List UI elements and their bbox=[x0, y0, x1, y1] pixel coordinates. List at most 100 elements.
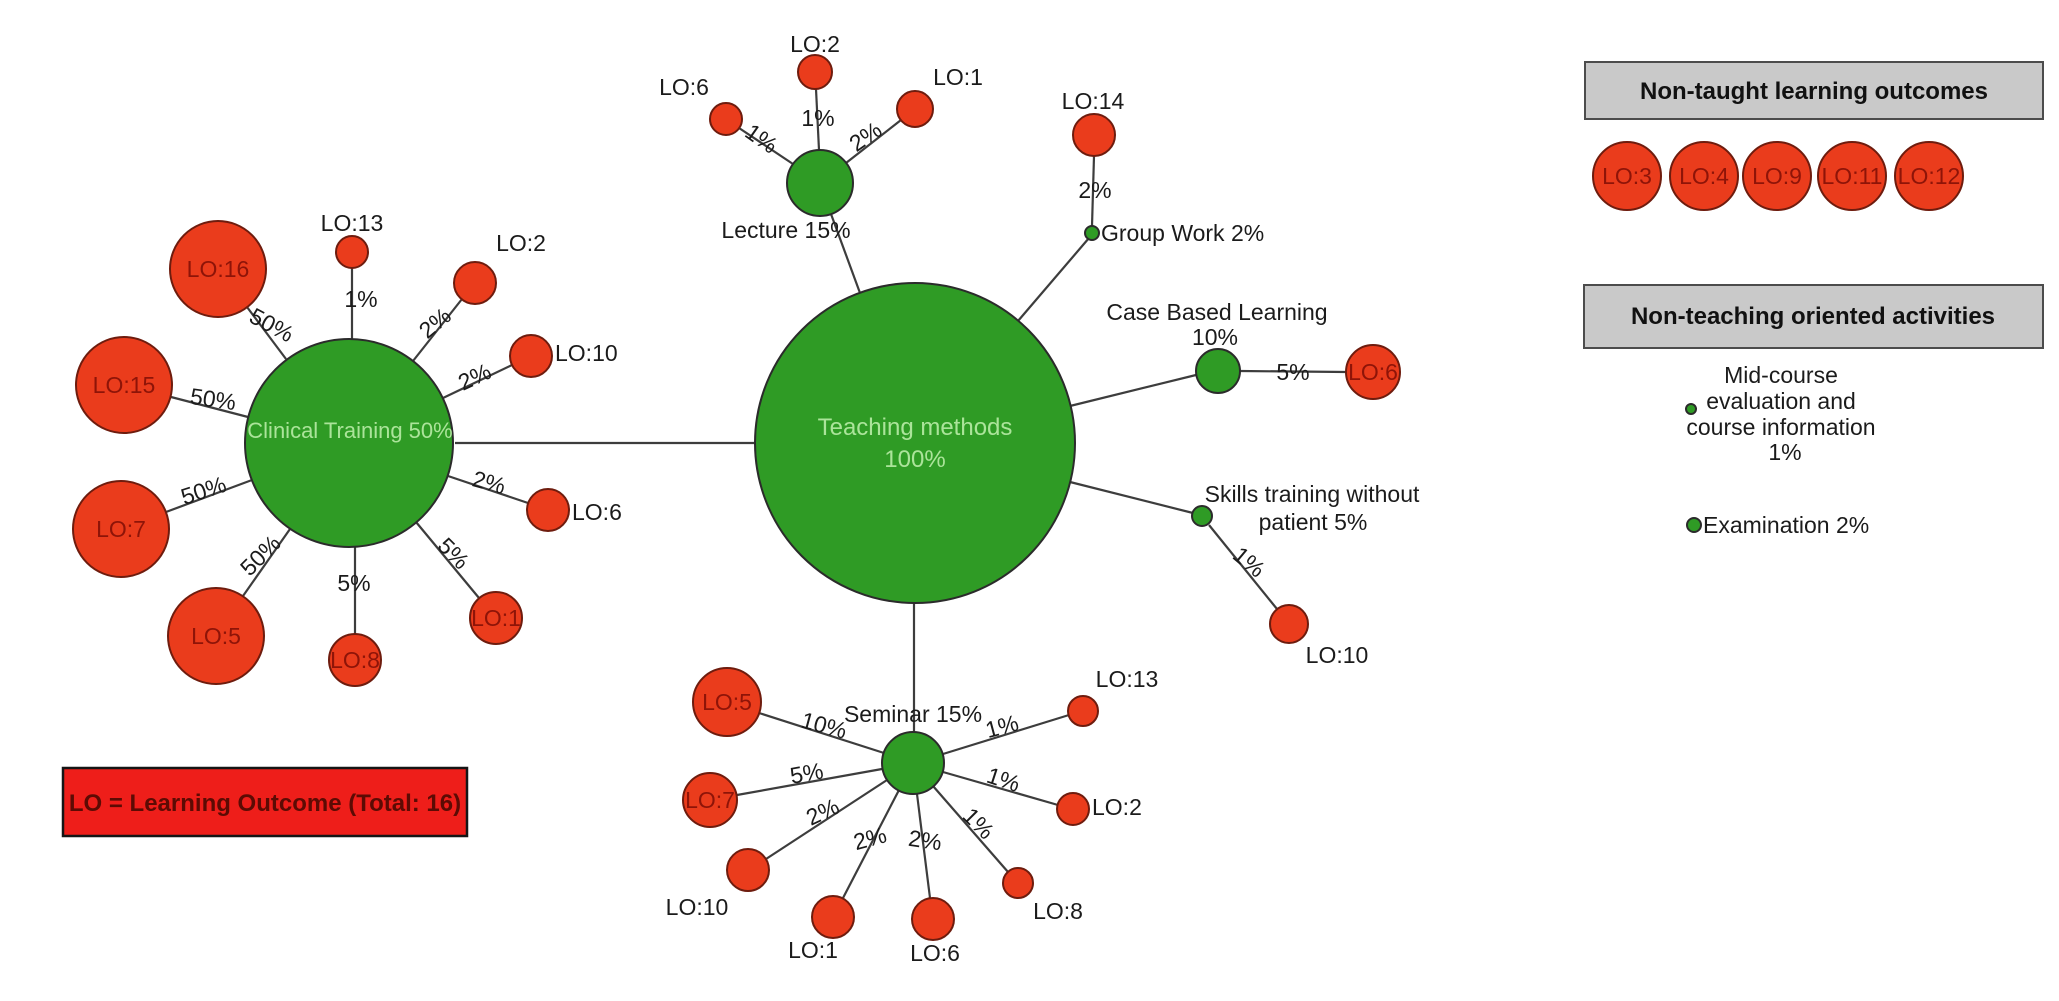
seminar-lo13-label: LO:13 bbox=[1096, 666, 1159, 692]
teaching-methods-label-line1: Teaching methods bbox=[818, 414, 1013, 441]
skills-lo10-pct: 1% bbox=[1228, 541, 1270, 582]
casebased-lo6-pct: 5% bbox=[1276, 359, 1309, 385]
seminar-lo10-label: LO:10 bbox=[666, 894, 729, 920]
seminar-lo5-label: LO:5 bbox=[702, 689, 752, 715]
clinical-lo1-pct: 5% bbox=[433, 532, 475, 574]
edge-seminar-lo10 bbox=[765, 779, 888, 860]
edge-clinical-lo1 bbox=[415, 521, 480, 599]
clinical-lo16-node bbox=[169, 220, 267, 318]
clinical-training-node bbox=[244, 338, 454, 548]
seminar-lo7-label: LO:7 bbox=[685, 787, 735, 813]
clinical-lo16-label: LO:16 bbox=[187, 256, 250, 282]
non-teaching-panel: Non-teaching oriented activities Mid-cou… bbox=[1583, 284, 2044, 538]
edge-seminar-lo7 bbox=[736, 767, 883, 797]
lecture-lo1-label: LO:1 bbox=[933, 64, 983, 90]
skills-training-node bbox=[1191, 505, 1213, 527]
lecture-lo1-pct: 2% bbox=[844, 116, 886, 156]
edge-clinical-lo2 bbox=[412, 298, 463, 362]
non-taught-panel: Non-taught learning outcomes LO:3 LO:4 L… bbox=[1584, 61, 2044, 189]
seminar-lo5-pct: 10% bbox=[798, 707, 849, 744]
lecture-node bbox=[786, 149, 854, 217]
clinical-lo10-node bbox=[509, 334, 553, 378]
clinical-lo6-label: LO:6 bbox=[572, 499, 622, 525]
seminar-lo6-label: LO:6 bbox=[910, 940, 960, 966]
seminar-lo1-label: LO:1 bbox=[788, 937, 838, 963]
lecture-lo2-pct: 1% bbox=[801, 105, 834, 131]
clinical-lo10-label: LO:10 bbox=[555, 340, 618, 366]
seminar-lo1-node bbox=[811, 895, 855, 939]
case-based-learning-node bbox=[1195, 348, 1241, 394]
lecture-lo6-node bbox=[709, 102, 743, 136]
case-based-label-line2: 10% bbox=[1192, 324, 1238, 350]
seminar-lo10-pct: 2% bbox=[802, 793, 843, 831]
clinical-lo6-node bbox=[526, 488, 570, 532]
clinical-lo7-pct: 50% bbox=[178, 471, 230, 510]
edge-seminar-lo6 bbox=[915, 793, 932, 899]
clinical-lo13-label: LO:13 bbox=[321, 210, 384, 236]
seminar-lo7-node bbox=[682, 772, 738, 828]
seminar-lo8-node bbox=[1002, 867, 1034, 899]
clinical-lo7-node bbox=[72, 480, 170, 578]
examination-label: Examination 2% bbox=[1703, 512, 1869, 538]
seminar-lo5-node bbox=[692, 667, 762, 737]
nontaught-lo12-label: LO:12 bbox=[1898, 163, 1961, 189]
seminar-lo1-pct: 2% bbox=[851, 821, 890, 855]
clinical-lo15-pct: 50% bbox=[189, 383, 238, 415]
lecture-lo2-label: LO:2 bbox=[790, 31, 840, 57]
edge-seminar-lo5 bbox=[758, 711, 885, 755]
edge-central-casebased bbox=[1069, 373, 1197, 408]
seminar-lo7-pct: 5% bbox=[788, 757, 825, 788]
skills-label-line2: patient 5% bbox=[1259, 509, 1368, 535]
edge-clinical-lo7 bbox=[165, 478, 253, 514]
edge-central-lecture bbox=[829, 213, 862, 294]
seminar-lo10-node bbox=[726, 848, 770, 892]
seminar-lo2-label: LO:2 bbox=[1092, 794, 1142, 820]
legend-box bbox=[61, 766, 469, 838]
edge-seminar-lo13 bbox=[942, 713, 1070, 756]
clinical-lo5-node bbox=[167, 587, 265, 685]
case-based-label-line1: Case Based Learning bbox=[1106, 299, 1327, 325]
mid-course-dot bbox=[1685, 403, 1697, 415]
clinical-lo15-label: LO:15 bbox=[93, 372, 156, 398]
seminar-lo6-pct: 2% bbox=[907, 825, 944, 855]
clinical-lo13-node bbox=[335, 235, 369, 269]
edge-clinical-lo15 bbox=[170, 395, 249, 419]
red-nodes bbox=[72, 54, 1964, 941]
non-taught-header-box bbox=[1584, 61, 2044, 120]
seminar-lo2-pct: 1% bbox=[984, 762, 1024, 797]
seminar-lo8-label: LO:8 bbox=[1033, 898, 1083, 924]
clinical-lo13-pct: 1% bbox=[344, 286, 377, 312]
legend-text: LO = Learning Outcome (Total: 16) bbox=[69, 790, 461, 817]
lecture-lo2-node bbox=[797, 54, 833, 90]
teaching-methods-node bbox=[754, 282, 1076, 604]
nontaught-lo3-node bbox=[1592, 141, 1662, 211]
nontaught-lo9-label: LO:9 bbox=[1752, 163, 1802, 189]
edge-lecture-lo2 bbox=[814, 88, 821, 151]
edge-seminar-lo1 bbox=[842, 789, 900, 899]
clinical-lo7-label: LO:7 bbox=[96, 516, 146, 542]
mid-course-line3: course information bbox=[1686, 414, 1875, 440]
nontaught-lo12-node bbox=[1894, 141, 1964, 211]
clinical-lo1-label: LO:1 bbox=[471, 605, 521, 631]
edge-clinical-lo16 bbox=[246, 306, 287, 360]
edge-seminar-lo8 bbox=[932, 785, 1009, 873]
seminar-lo6-node bbox=[911, 897, 955, 941]
seminar-node bbox=[881, 731, 945, 795]
mid-course-line4: 1% bbox=[1768, 439, 1801, 465]
clinical-lo5-label: LO:5 bbox=[191, 623, 241, 649]
groupwork-lo14-label: LO:14 bbox=[1062, 88, 1125, 114]
non-teaching-title: Non-teaching oriented activities bbox=[1631, 303, 1995, 330]
seminar-lo13-pct: 1% bbox=[983, 709, 1022, 743]
edge-lecture-lo1 bbox=[845, 119, 902, 164]
clinical-lo5-pct: 50% bbox=[235, 530, 286, 581]
seminar-label: Seminar 15% bbox=[844, 701, 982, 727]
mid-course-line1: Mid-course bbox=[1724, 362, 1838, 388]
teaching-methods-label-line2: 100% bbox=[884, 446, 945, 473]
clinical-lo8-node bbox=[328, 633, 382, 687]
nontaught-lo11-label: LO:11 bbox=[1822, 163, 1883, 189]
skills-label-line1: Skills training without bbox=[1205, 481, 1420, 507]
lecture-lo1-node bbox=[896, 90, 934, 128]
mid-course-line2: evaluation and bbox=[1706, 388, 1856, 414]
